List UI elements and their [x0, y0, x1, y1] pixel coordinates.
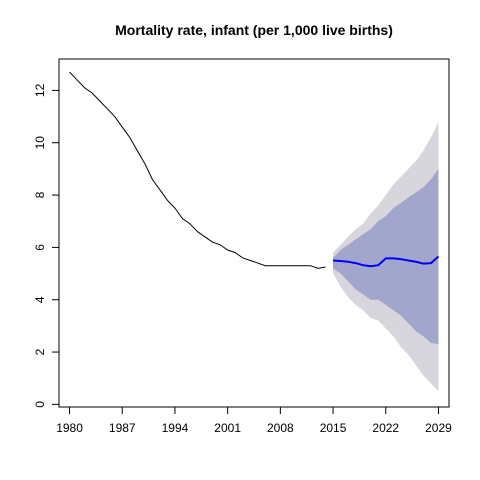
y-tick-label: 2	[33, 348, 47, 355]
y-tick-label: 10	[33, 136, 47, 150]
band-80-layer	[333, 168, 439, 345]
x-tick-label: 1980	[56, 421, 83, 435]
band-80-area	[333, 168, 439, 345]
x-tick-label: 1994	[162, 421, 189, 435]
history-line	[69, 71, 326, 269]
x-tick-label: 1987	[109, 421, 136, 435]
x-tick-label: 2001	[214, 421, 241, 435]
series-layer	[69, 71, 440, 269]
y-tick-label: 12	[33, 83, 47, 97]
y-tick-label: 6	[33, 244, 47, 251]
x-axis: 1980 1987 1994 2001 2008 2015 2022 2029	[56, 406, 452, 435]
y-tick-label: 4	[33, 296, 47, 303]
x-tick-label: 2015	[320, 421, 347, 435]
chart-title: Mortality rate, infant (per 1,000 live b…	[115, 22, 393, 38]
x-tick-label: 2029	[425, 421, 452, 435]
forecast-line	[332, 255, 440, 268]
y-tick-label: 0	[33, 401, 47, 408]
x-tick-label: 2008	[267, 421, 294, 435]
y-axis: 0 2 4 6 8 10 12	[33, 83, 60, 408]
x-tick-label: 2022	[372, 421, 399, 435]
y-tick-label: 8	[33, 191, 47, 198]
